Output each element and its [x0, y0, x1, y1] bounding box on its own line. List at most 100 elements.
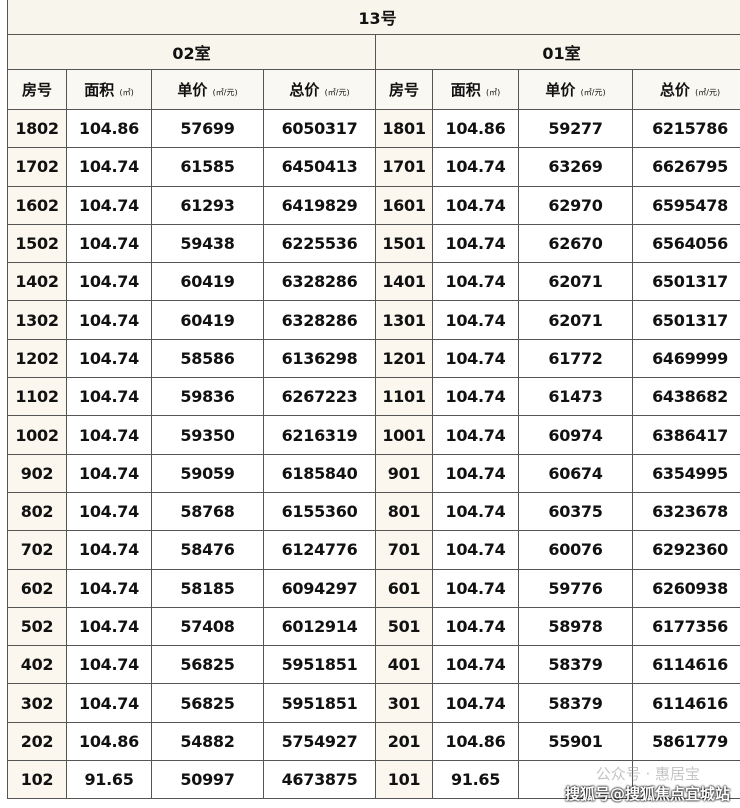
- area-cell: 104.74: [66, 530, 152, 570]
- room-number-cell: 1502: [7, 223, 67, 264]
- table-row: 502 104.74 57408 6012914 501 104.74 58978 61773…: [7, 606, 740, 647]
- room-number-cell: 901: [375, 453, 433, 493]
- total-price-cell: 6292360: [631, 530, 740, 570]
- total-price-cell: 5951851: [263, 683, 376, 723]
- table-row: 1602 104.74 61293 6419829 1601 104.74 62970 659…: [7, 185, 740, 225]
- total-price-cell: 6216319: [263, 415, 376, 455]
- total-price-cell: 6050317: [263, 108, 376, 149]
- total-price-cell: 6328286: [263, 300, 376, 340]
- unit-price-cell: 59059: [151, 453, 264, 493]
- table-row: 1502 104.74 59438 6225536 1501 104.74 62670 656…: [7, 223, 740, 264]
- unit-price-cell: 61473: [518, 377, 633, 417]
- total-price-cell: 6124776: [263, 530, 376, 570]
- room-number-cell: 1601: [375, 185, 433, 225]
- total-price-cell: 6501317: [631, 262, 740, 302]
- room-number-cell: 1402: [7, 262, 67, 302]
- room-number-cell: 201: [375, 721, 433, 762]
- area-cell: 104.74: [432, 338, 519, 379]
- total-price-cell: [631, 760, 740, 800]
- total-price-cell: 6438682: [631, 377, 740, 417]
- room-number-cell: 702: [7, 530, 67, 570]
- area-cell: 104.74: [66, 377, 152, 417]
- column-header: 总价 (㎡/元): [631, 69, 740, 110]
- unit-price-cell: 58768: [151, 491, 264, 532]
- area-cell: 104.74: [432, 377, 519, 417]
- table-row: 1402 104.74 60419 6328286 1401 104.74 62071 650…: [7, 262, 740, 302]
- table-row: 602 104.74 58185 6094297 601 104.74 59776 62609…: [7, 568, 740, 608]
- area-cell: 104.74: [66, 453, 152, 493]
- table-row: 802 104.74 58768 6155360 801 104.74 60375 63236…: [7, 491, 740, 532]
- unit-price-cell: 63269: [518, 147, 633, 187]
- room-number-cell: 1101: [375, 377, 433, 417]
- unit-price-cell: 57699: [151, 108, 264, 149]
- room-number-cell: 1401: [375, 262, 433, 302]
- watermark-sohu: 搜狐号@搜狐焦点宜城站: [564, 785, 730, 803]
- column-header: 房号: [375, 69, 433, 110]
- unit-price-cell: 60419: [151, 300, 264, 340]
- header-unit: (㎡): [119, 88, 134, 97]
- header-label: 面积: [84, 81, 115, 99]
- unit-price-cell: 59776: [518, 568, 633, 608]
- area-cell: 104.74: [66, 645, 152, 685]
- unit-price-cell: 60419: [151, 262, 264, 302]
- room-number-cell: 1501: [375, 223, 433, 264]
- area-cell: 104.74: [66, 606, 152, 647]
- unit-price-cell: 61772: [518, 338, 633, 379]
- unit-price-cell: 62071: [518, 300, 633, 340]
- unit-price-cell: 54882: [151, 721, 264, 762]
- area-cell: 104.74: [66, 338, 152, 379]
- table-row: 1802 104.86 57699 6050317 1801 104.86 59277 621…: [7, 108, 740, 149]
- section-02: 02室: [7, 34, 376, 70]
- header-unit: (㎡): [486, 88, 501, 97]
- area-cell: 104.74: [432, 645, 519, 685]
- room-number-cell: 401: [375, 645, 433, 685]
- total-price-cell: 6419829: [263, 185, 376, 225]
- area-cell: 104.74: [66, 491, 152, 532]
- area-cell: 104.74: [432, 568, 519, 608]
- area-cell: 104.74: [66, 415, 152, 455]
- total-price-cell: 6114616: [631, 683, 740, 723]
- room-number-cell: 202: [7, 721, 67, 762]
- room-number-cell: 1702: [7, 147, 67, 187]
- total-price-cell: 6469999: [631, 338, 740, 379]
- unit-price-cell: 58379: [518, 645, 633, 685]
- section-01: 01室: [374, 34, 740, 70]
- unit-price-cell: 62970: [518, 185, 633, 225]
- unit-price-cell: 56825: [151, 645, 264, 685]
- room-number-cell: 501: [375, 606, 433, 647]
- unit-price-cell: 55901: [518, 721, 633, 762]
- unit-price-cell: 58379: [518, 683, 633, 723]
- area-cell: 91.65: [432, 760, 519, 800]
- unit-price-cell: 56825: [151, 683, 264, 723]
- room-number-cell: 1302: [7, 300, 67, 340]
- room-number-cell: 101: [375, 760, 433, 800]
- unit-price-cell: 60674: [518, 453, 633, 493]
- area-cell: 104.74: [432, 300, 519, 340]
- total-price-cell: 6155360: [263, 491, 376, 532]
- room-number-cell: 302: [7, 683, 67, 723]
- area-cell: 104.74: [66, 223, 152, 264]
- unit-price-cell: 58476: [151, 530, 264, 570]
- header-label: 总价: [659, 81, 690, 99]
- room-number-cell: 1002: [7, 415, 67, 455]
- header-label: 单价: [545, 81, 576, 99]
- total-price-cell: 6094297: [263, 568, 376, 608]
- area-cell: 104.74: [66, 683, 152, 723]
- total-price-cell: 6323678: [631, 491, 740, 532]
- room-number-cell: 1602: [7, 185, 67, 225]
- area-cell: 104.74: [432, 185, 519, 225]
- unit-price-cell: 61585: [151, 147, 264, 187]
- area-cell: 104.74: [432, 262, 519, 302]
- total-price-cell: 6225536: [263, 223, 376, 264]
- total-price-cell: 6450413: [263, 147, 376, 187]
- header-label: 单价: [177, 81, 208, 99]
- area-cell: 104.74: [432, 223, 519, 264]
- table-row: 902 104.74 59059 6185840 901 104.74 60674 63549…: [7, 453, 740, 493]
- table-row: 1202 104.74 58586 6136298 1201 104.74 61772 646…: [7, 338, 740, 379]
- area-cell: 104.74: [66, 185, 152, 225]
- table-row: 702 104.74 58476 6124776 701 104.74 60076 62923…: [7, 530, 740, 570]
- unit-price-cell: 62071: [518, 262, 633, 302]
- column-header: 面积 (㎡): [432, 69, 519, 110]
- room-number-cell: 301: [375, 683, 433, 723]
- building-title: 13号: [6, 0, 740, 35]
